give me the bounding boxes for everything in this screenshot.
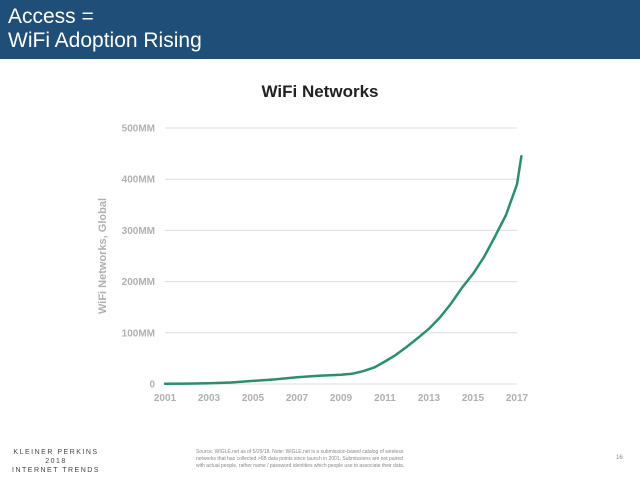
x-tick-label: 2005 (242, 393, 265, 404)
source-line-2: networks that has collected >6B data poi… (196, 456, 403, 462)
slide-title-line-2: WiFi Adoption Rising (8, 29, 202, 52)
y-tick-label: 200MM (122, 277, 155, 288)
y-tick-label: 0 (149, 380, 155, 391)
logo-line-3: INTERNET TRENDS (12, 467, 100, 474)
y-tick-label: 300MM (122, 226, 155, 237)
y-tick-label: 500MM (122, 124, 155, 135)
kleiner-perkins-logo: KLEINER PERKINS 2018 INTERNET TRENDS (6, 448, 106, 475)
x-tick-label: 2001 (154, 393, 177, 404)
header-banner: Access = WiFi Adoption Rising (0, 0, 640, 59)
x-tick-label: 2017 (506, 393, 529, 404)
y-tick-label: 400MM (122, 175, 155, 186)
source-note: Source: WIGLE.net as of 5/29/18. Note: W… (196, 449, 456, 470)
page-number: 16 (616, 455, 623, 461)
x-tick-label: 2013 (418, 393, 441, 404)
x-tick-label: 2009 (330, 393, 353, 404)
slide-title: Access = WiFi Adoption Rising (8, 5, 202, 53)
x-tick-label: 2003 (198, 393, 221, 404)
source-line-1: Source: WIGLE.net as of 5/29/18. Note: W… (196, 449, 404, 455)
series-line (163, 154, 523, 385)
x-tick-label: 2007 (286, 393, 309, 404)
x-tick-label: 2011 (374, 393, 396, 404)
chart-title: WiFi Networks (261, 82, 379, 101)
y-tick-label: 100MM (122, 328, 155, 339)
logo-line-2: 2018 (45, 458, 67, 465)
y-axis-label: WiFi Networks, Global (97, 198, 109, 314)
slide-title-line-1: Access = (8, 5, 94, 28)
source-line-3: with actual people, rather name / passwo… (196, 463, 405, 469)
x-tick-label: 2015 (462, 393, 485, 404)
logo-line-1: KLEINER PERKINS (13, 449, 99, 456)
